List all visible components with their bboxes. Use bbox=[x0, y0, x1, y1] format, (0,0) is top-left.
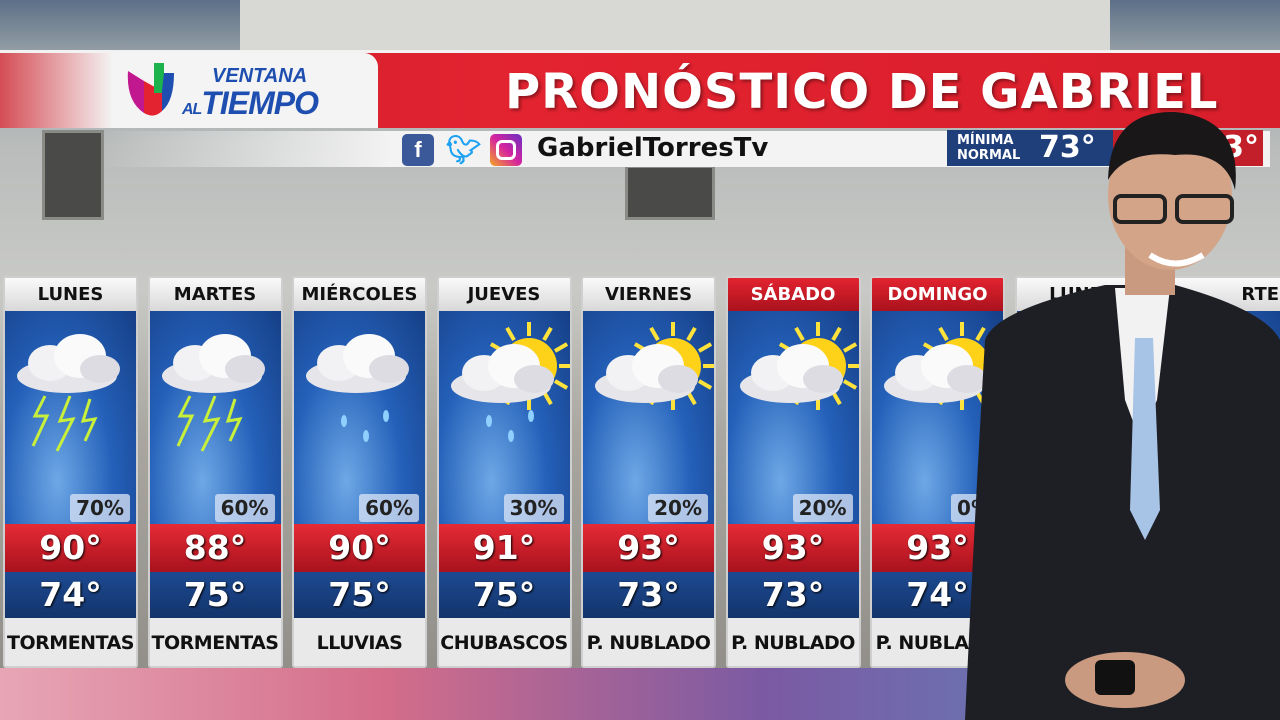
day-name: LUNES bbox=[5, 278, 136, 311]
sky-panel: 70% bbox=[5, 311, 136, 524]
high-temp: 93° bbox=[583, 524, 714, 572]
sky-panel: 0% bbox=[872, 311, 1003, 524]
low-temp: 73° bbox=[583, 572, 714, 618]
forecast-card: SÁBADO 20% 93° 73° P. NUBLADO bbox=[725, 276, 861, 668]
partly-cloudy-icon bbox=[739, 322, 859, 410]
high-temp: 90° bbox=[5, 524, 136, 572]
thunderstorm-icon bbox=[161, 334, 265, 452]
low-temp: 74° bbox=[5, 572, 136, 618]
precip-chance: 20% bbox=[648, 494, 708, 522]
precip-chance: 60% bbox=[214, 494, 275, 522]
logo-text-ventana: VENTANA bbox=[212, 65, 308, 87]
thunderstorm-icon bbox=[17, 334, 120, 452]
logo: VENTANA ALTIEMPO bbox=[0, 53, 378, 128]
instagram-icon bbox=[490, 134, 522, 166]
twitter-icon: 🐦︎ bbox=[446, 134, 482, 165]
day-name: DOMINGO bbox=[872, 278, 1003, 311]
day-name: MIÉRCOLES bbox=[294, 278, 425, 311]
high-temp: 88° bbox=[149, 524, 281, 572]
normal-min: MÍNIMA NORMAL 73° bbox=[947, 130, 1113, 166]
forecast-card: LUNES 70% 90° 74° TORMENTAS bbox=[3, 276, 138, 668]
forecast-card: MARTES 60% 88° 75° TORMENTAS bbox=[147, 276, 283, 668]
univision-logo-icon bbox=[127, 63, 174, 116]
condition: TORMENTAS bbox=[151, 632, 279, 654]
high-temp: 93° bbox=[727, 524, 859, 572]
partly-cloudy-icon bbox=[884, 322, 1003, 410]
sky-panel: 20% bbox=[583, 311, 714, 524]
day-name: MARTES bbox=[149, 278, 281, 311]
sky-panel: 60% bbox=[294, 311, 425, 524]
condition: LLUVIAS bbox=[316, 632, 403, 654]
presenter bbox=[965, 111, 1280, 720]
logo-text-tiempo: ALTIEMPO bbox=[182, 85, 319, 121]
condition: P. NUBLADO bbox=[731, 632, 855, 654]
forecast-card: VIERNES 20% 93° 73° P. NUBLADO bbox=[581, 276, 716, 668]
low-temp: 75° bbox=[438, 572, 570, 618]
page-title: PRONÓSTICO DE GABRIEL bbox=[505, 64, 1219, 120]
sky-panel: 60% bbox=[149, 311, 281, 524]
condition: P. NUBLADO bbox=[586, 632, 711, 654]
sun-showers-icon bbox=[450, 322, 570, 442]
facebook-icon: f bbox=[402, 134, 434, 166]
day-name: JUEVES bbox=[438, 278, 570, 311]
low-temp: 73° bbox=[727, 572, 859, 618]
precip-chance: 30% bbox=[503, 494, 564, 522]
condition: CHUBASCOS bbox=[440, 632, 568, 654]
sky-panel: 20% bbox=[727, 311, 859, 524]
forecast-card: MIÉRCOLES 60% 90° 75° LLUVIAS bbox=[292, 276, 427, 668]
forecast-card: JUEVES 30% 91° 75° CHUBASCOS bbox=[436, 276, 572, 668]
social-handle: GabrielTorresTv bbox=[537, 133, 769, 163]
low-temp: 75° bbox=[149, 572, 281, 618]
precip-chance: 20% bbox=[792, 494, 853, 522]
day-name: VIERNES bbox=[583, 278, 714, 311]
high-temp: 90° bbox=[294, 524, 425, 572]
low-temp: 75° bbox=[294, 572, 425, 618]
precip-chance: 60% bbox=[359, 494, 419, 522]
high-temp: 91° bbox=[438, 524, 570, 572]
condition: TORMENTAS bbox=[7, 632, 134, 654]
sky-panel: 30% bbox=[438, 311, 570, 524]
day-name: SÁBADO bbox=[727, 278, 859, 311]
precip-chance: 70% bbox=[70, 494, 130, 522]
partly-cloudy-icon bbox=[595, 322, 714, 410]
rain-cloud-icon bbox=[306, 334, 409, 442]
